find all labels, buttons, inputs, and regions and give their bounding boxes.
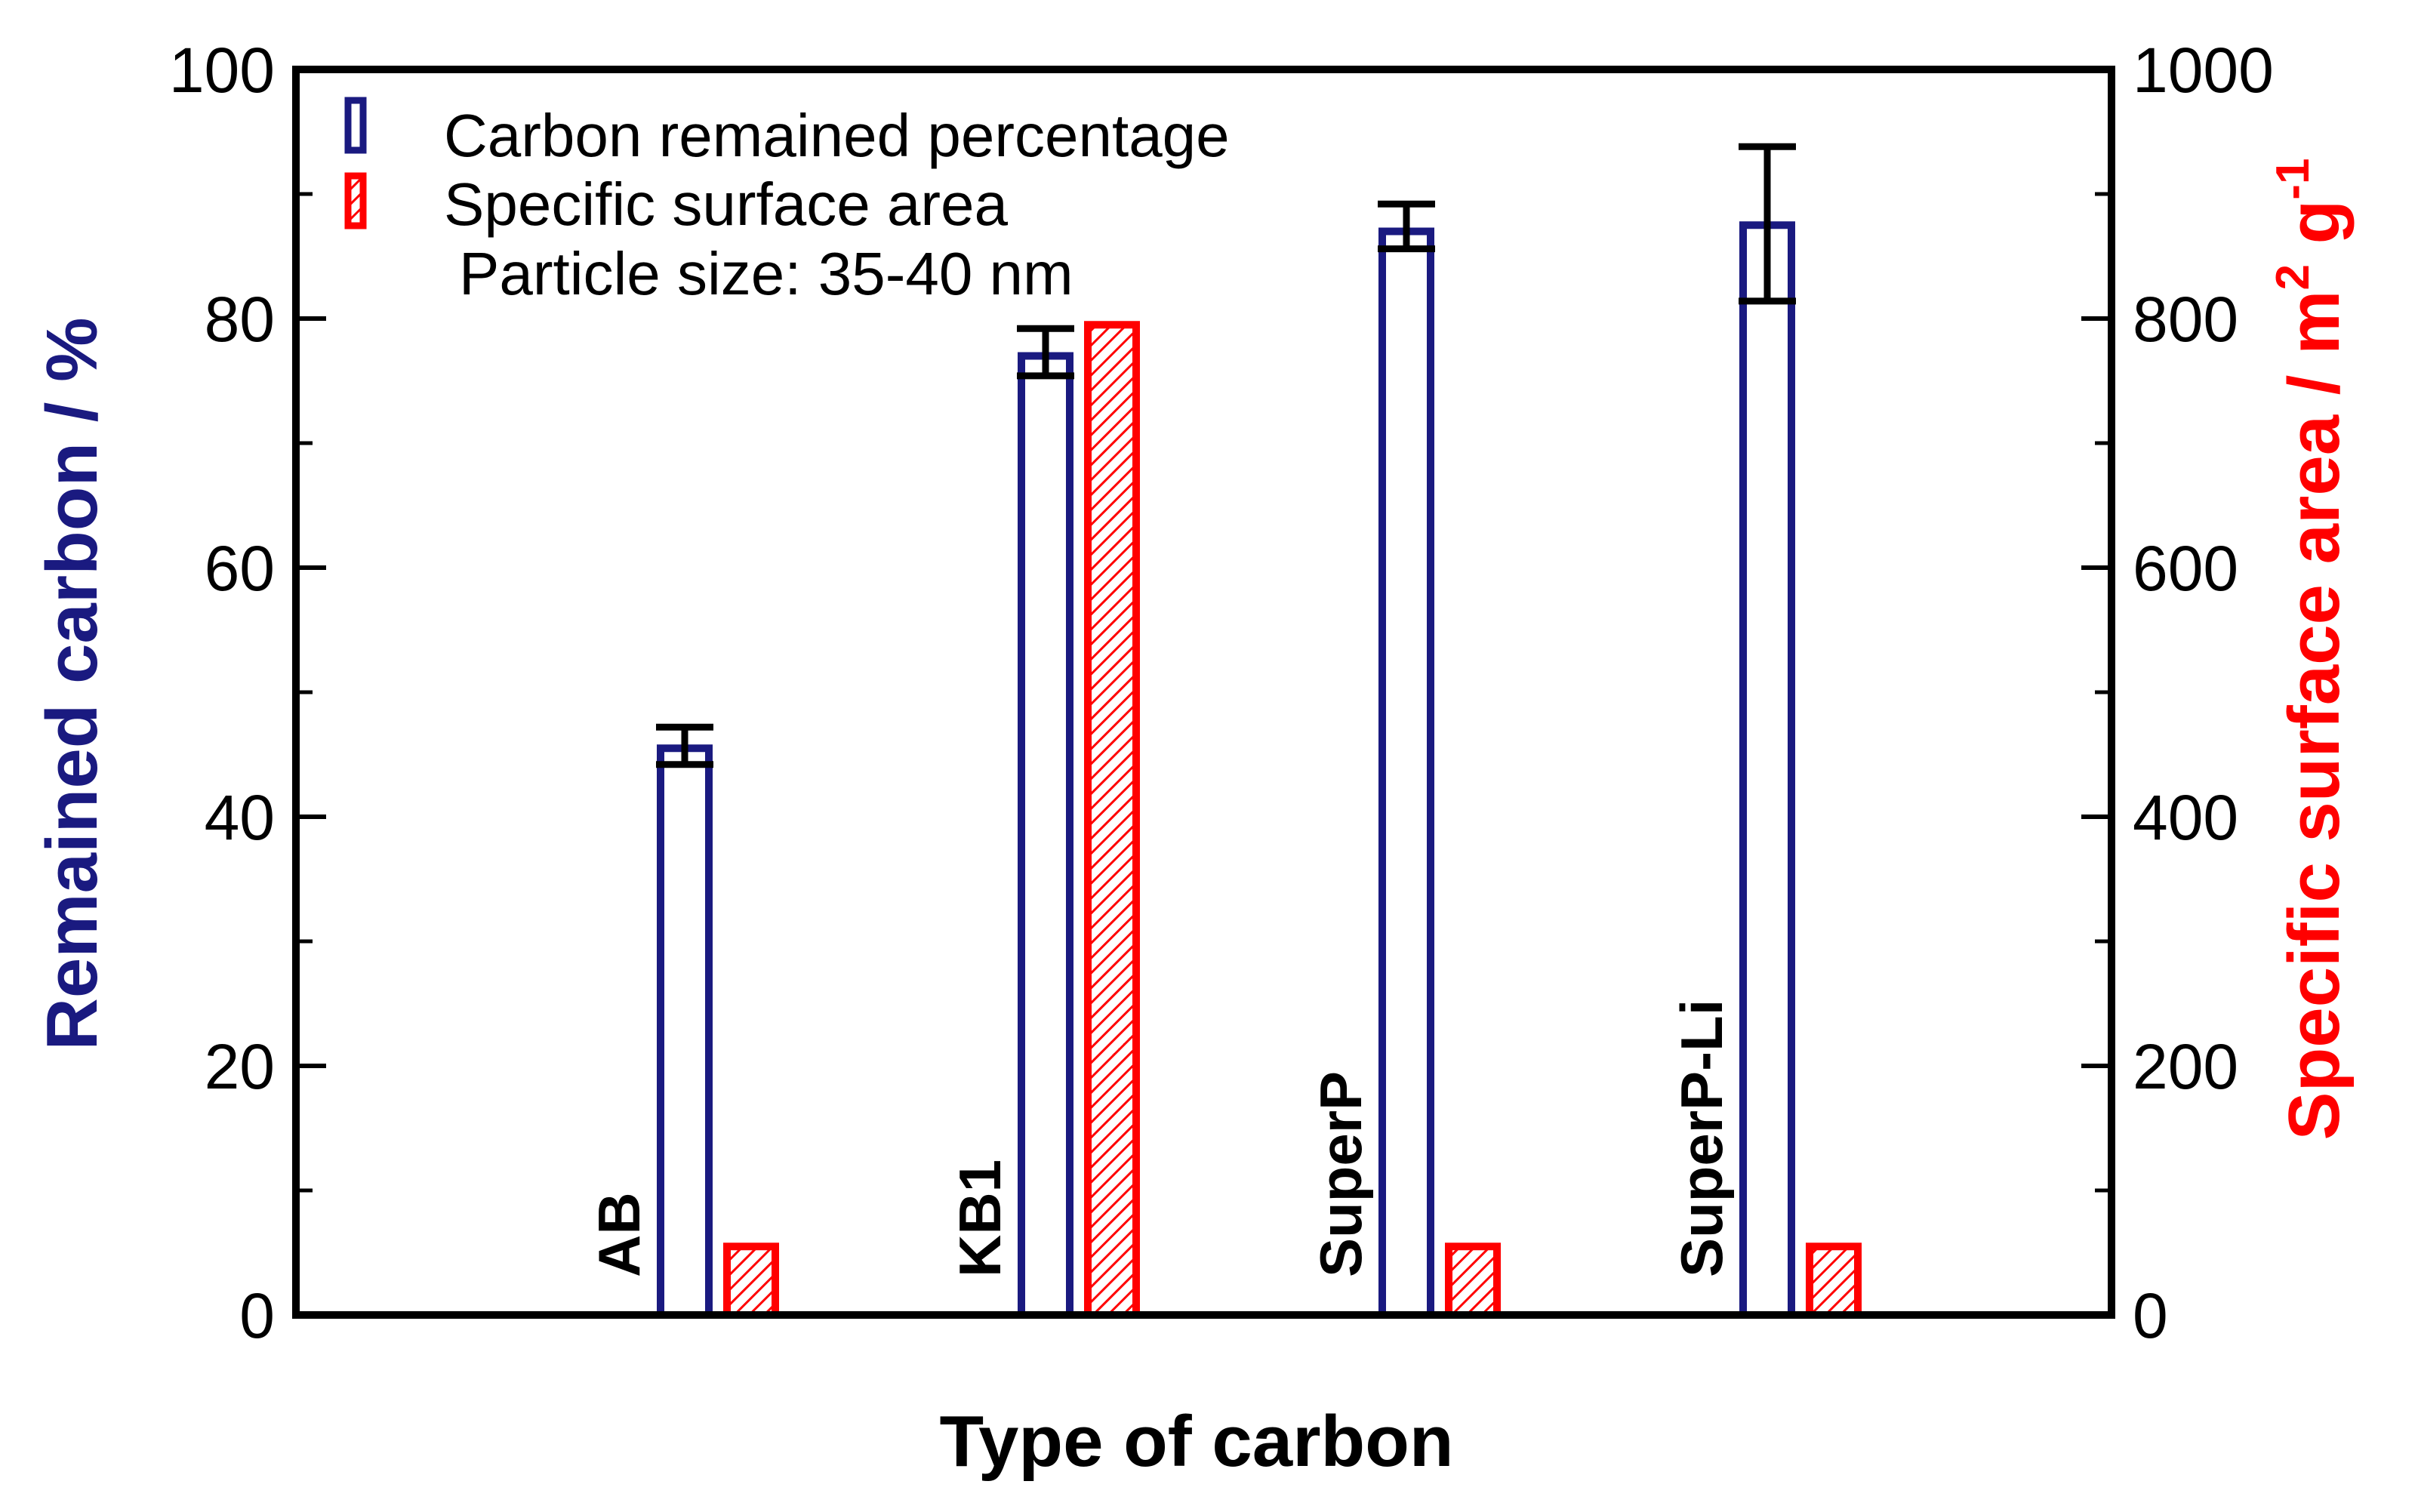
y-tick-label-right: 800 [2133, 284, 2238, 355]
legend-swatch-surface-area [344, 172, 367, 229]
error-bar-SuperP [1378, 200, 1435, 253]
y-axis-title-right-sup2: -1 [2267, 159, 2319, 200]
bar-surface-area-AB [723, 1243, 779, 1319]
y-tick-label-left: 60 [205, 533, 275, 604]
y-tick-label-left: 0 [239, 1280, 275, 1351]
annotation-particle-size: Particle size: 35-40 nm [459, 240, 1073, 307]
bar-remained-KB1 [1018, 352, 1073, 1319]
y-axis-title-right-sup1: 2 [2267, 264, 2319, 290]
x-axis-title: Type of carbon [940, 1401, 1454, 1482]
bar-surface-area-SuperP [1445, 1243, 1501, 1319]
category-label-SuperP-Li: SuperP-Li [1668, 999, 1735, 1277]
error-bar-KB1 [1017, 325, 1074, 380]
bar-remained-AB [657, 744, 713, 1319]
bar-remained-SuperP-Li [1739, 221, 1795, 1319]
y-tick-label-right: 1000 [2133, 35, 2274, 106]
legend-label-surface-area: Specific surface area [444, 171, 1009, 238]
y-tick-label-left: 20 [205, 1031, 275, 1102]
y-tick-label-right: 400 [2133, 782, 2238, 853]
bar-surface-area-SuperP-Li [1806, 1243, 1862, 1319]
y-axis-title-right-main: Specific surface area / m [2274, 291, 2355, 1141]
error-bar-SuperP-Li [1739, 143, 1796, 305]
y-tick-label-right: 0 [2133, 1280, 2168, 1351]
bar-surface-area-KB1 [1084, 321, 1140, 1319]
y-tick-label-left: 40 [205, 782, 275, 853]
y-axis-title-left: Remained carbon / % [32, 318, 112, 1051]
category-label-AB: AB [586, 1192, 652, 1277]
legend-label-remained: Carbon remained percentage [444, 102, 1230, 169]
error-bar-AB [656, 723, 713, 768]
y-axis-title-right: Specific surface area / m2 g-1 [2267, 159, 2355, 1141]
legend-swatch-remained [344, 97, 367, 154]
category-label-KB1: KB1 [947, 1159, 1013, 1277]
legend: Carbon remained percentage Specific surf… [344, 97, 1230, 307]
y-tick-label-left: 80 [205, 284, 275, 355]
y-tick-label-right: 200 [2133, 1031, 2238, 1102]
bar-remained-SuperP [1378, 227, 1434, 1319]
y-tick-label-left: 100 [169, 35, 275, 106]
category-label-SuperP: SuperP [1308, 1071, 1374, 1277]
y-axis-title-right-mid: g [2274, 200, 2355, 264]
y-tick-label-right: 600 [2133, 533, 2238, 604]
